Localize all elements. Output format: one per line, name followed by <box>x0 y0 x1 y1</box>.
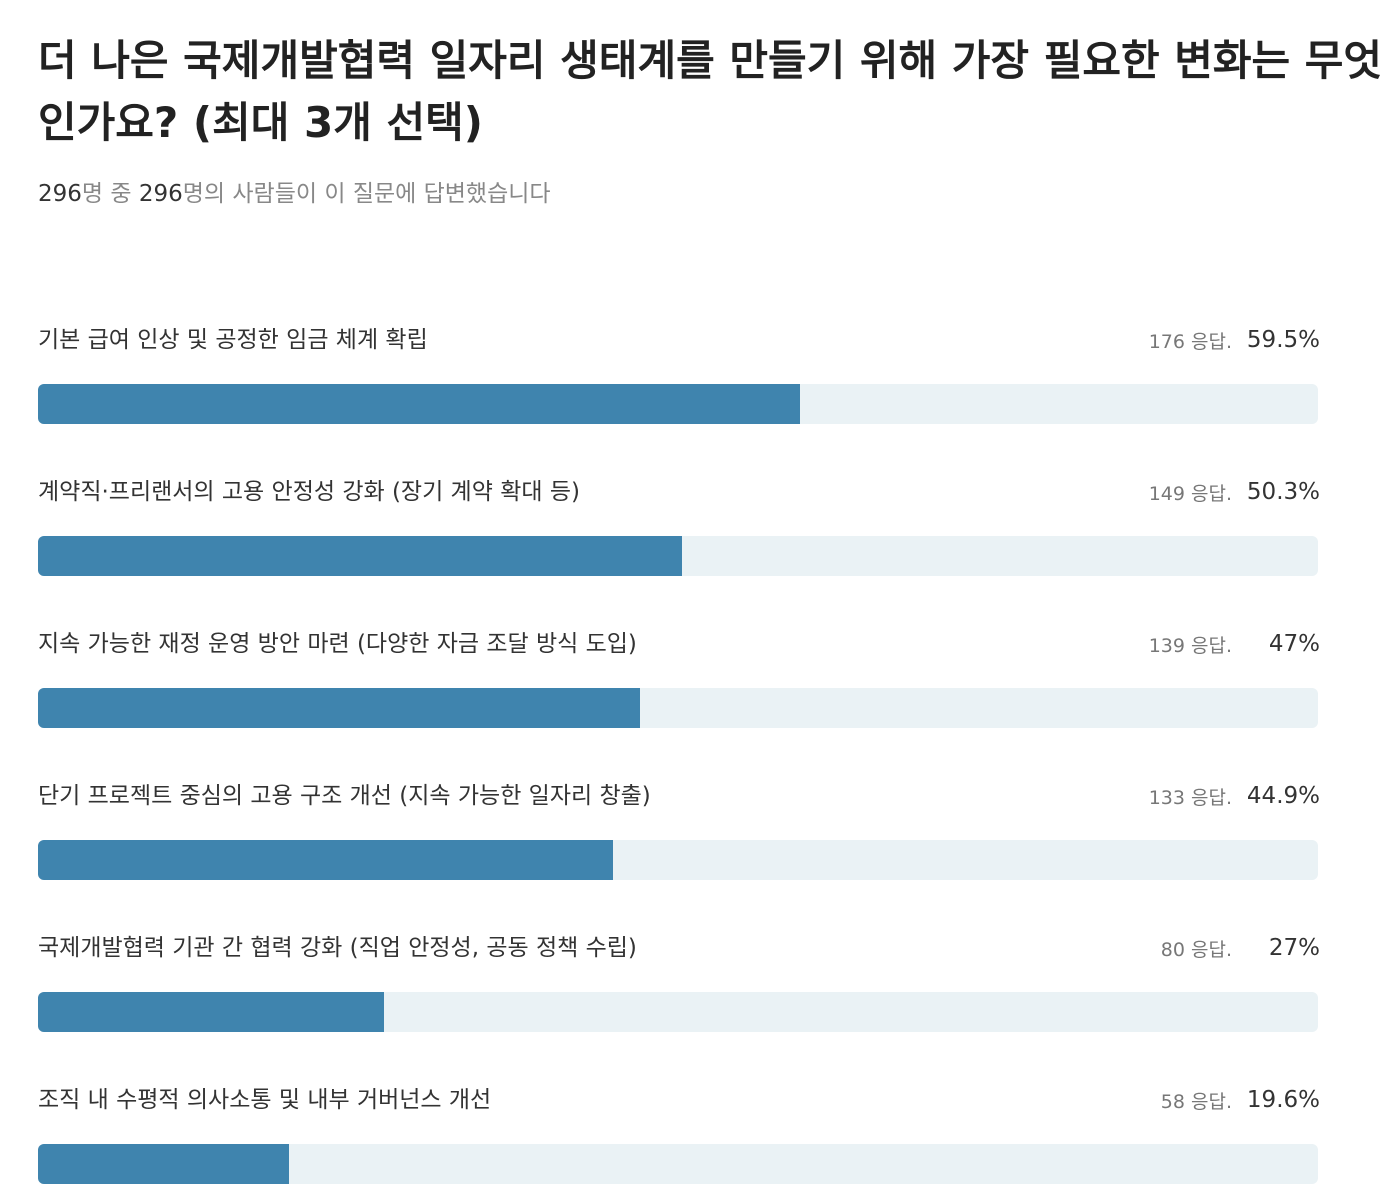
option-label: 계약직·프리랜서의 고용 안정성 강화 (장기 계약 확대 등) <box>38 479 580 505</box>
count-label: 176 응답. <box>1148 331 1232 353</box>
question-title: 더 나은 국제개발협력 일자리 생태계를 만들기 위해 가장 필요한 변화는 무… <box>38 36 1383 147</box>
percent-label: 27% <box>1268 935 1320 961</box>
option-label: 기본 급여 인상 및 공정한 임금 체계 확립 <box>38 327 428 353</box>
percent-label: 59.5% <box>1246 327 1320 353</box>
answered: 296 <box>138 181 183 207</box>
option-label: 조직 내 수평적 의사소통 및 내부 거버넌스 개선 <box>38 1087 492 1113</box>
bar-track <box>38 992 1318 1032</box>
percent-label: 50.3% <box>1246 479 1320 505</box>
bar-track <box>38 384 1318 424</box>
bar-track <box>38 840 1318 880</box>
bar-track <box>38 536 1318 576</box>
result-row: 단기 프로젝트 중심의 고용 구조 개선 (지속 가능한 일자리 창출) 133 … <box>38 776 1320 880</box>
summary-text: 명 중 <box>81 181 139 207</box>
percent-label: 47% <box>1268 631 1320 657</box>
bar-track <box>38 1144 1318 1184</box>
bar-track <box>38 688 1318 728</box>
summary-text: 명의 사람들이 이 질문에 답변했습니다 <box>182 181 551 207</box>
count-label: 149 응답. <box>1148 483 1232 505</box>
result-row: 조직 내 수평적 의사소통 및 내부 거버넌스 개선 58 응답. 19.6% <box>38 1080 1320 1184</box>
option-label: 단기 프로젝트 중심의 고용 구조 개선 (지속 가능한 일자리 창출) <box>38 783 651 809</box>
percent-label: 19.6% <box>1246 1087 1320 1113</box>
option-label: 지속 가능한 재정 운영 방안 마련 (다양한 자금 조달 방식 도입) <box>38 631 637 657</box>
bar <box>38 536 682 576</box>
response-summary: 296명 중 296명의 사람들이 이 질문에 답변했습니다 <box>38 174 551 208</box>
bar <box>38 688 640 728</box>
bar <box>38 1144 289 1184</box>
count-label: 139 응답. <box>1148 635 1232 657</box>
total: 296 <box>38 181 82 207</box>
result-row: 국제개발협력 기관 간 협력 강화 (직업 안정성, 공동 정책 수립) 80 응… <box>38 928 1320 1032</box>
result-row: 기본 급여 인상 및 공정한 임금 체계 확립 176 응답. 59.5% <box>38 320 1320 424</box>
percent-label: 44.9% <box>1246 783 1320 809</box>
count-label: 58 응답. <box>1160 1091 1232 1113</box>
option-label: 국제개발협력 기관 간 협력 강화 (직업 안정성, 공동 정책 수립) <box>38 935 637 961</box>
count-label: 80 응답. <box>1160 939 1232 961</box>
bar <box>38 840 613 880</box>
bar <box>38 384 800 424</box>
bar <box>38 992 384 1032</box>
result-row: 계약직·프리랜서의 고용 안정성 강화 (장기 계약 확대 등) 149 응답. 5… <box>38 472 1320 576</box>
result-row: 지속 가능한 재정 운영 방안 마련 (다양한 자금 조달 방식 도입) 139 … <box>38 624 1320 728</box>
count-label: 133 응답. <box>1148 787 1232 809</box>
